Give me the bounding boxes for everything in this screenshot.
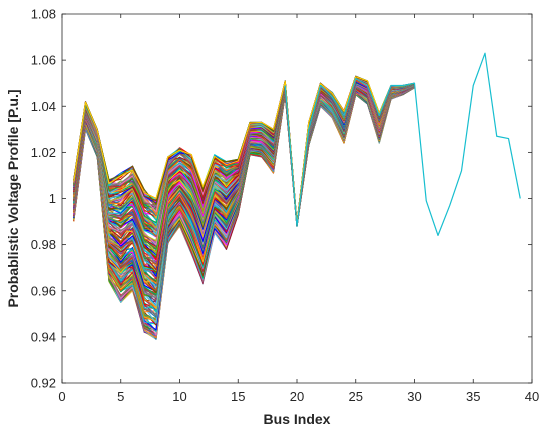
voltage-series-line (73, 76, 415, 225)
x-tick-label: 0 (58, 389, 65, 404)
extension-series-line (284, 52, 521, 236)
y-axis-label: Probablistic Voltage Profile [P.u.] (5, 89, 21, 307)
y-tick-label: 0.94 (31, 329, 56, 344)
series-layer (73, 52, 521, 340)
y-tick-label: 1.06 (31, 53, 56, 68)
x-tick-label: 5 (117, 389, 124, 404)
tick-marks (61, 13, 533, 384)
y-tick-label: 1.08 (31, 7, 56, 22)
x-tick-label: 40 (525, 389, 539, 404)
x-tick-label: 10 (172, 389, 186, 404)
x-tick-label: 15 (231, 389, 245, 404)
y-tick-label: 1.02 (31, 145, 56, 160)
y-tick-label: 0.96 (31, 283, 56, 298)
y-tick-labels: 0.92 0.94 0.96 0.98 1 1.02 1.04 1.06 1.08 (31, 7, 56, 391)
y-tick-label: 1.04 (31, 99, 56, 114)
x-tick-label: 20 (290, 389, 304, 404)
y-tick-label: 0.98 (31, 237, 56, 252)
x-tick-label: 35 (466, 389, 480, 404)
x-tick-label: 30 (407, 389, 421, 404)
x-tick-labels: 0 5 10 15 20 25 30 35 40 (58, 389, 539, 404)
x-tick-label: 25 (349, 389, 363, 404)
y-tick-label: 0.92 (31, 376, 56, 391)
x-axis-label: Bus Index (264, 411, 331, 427)
y-tick-label: 1 (49, 191, 56, 206)
